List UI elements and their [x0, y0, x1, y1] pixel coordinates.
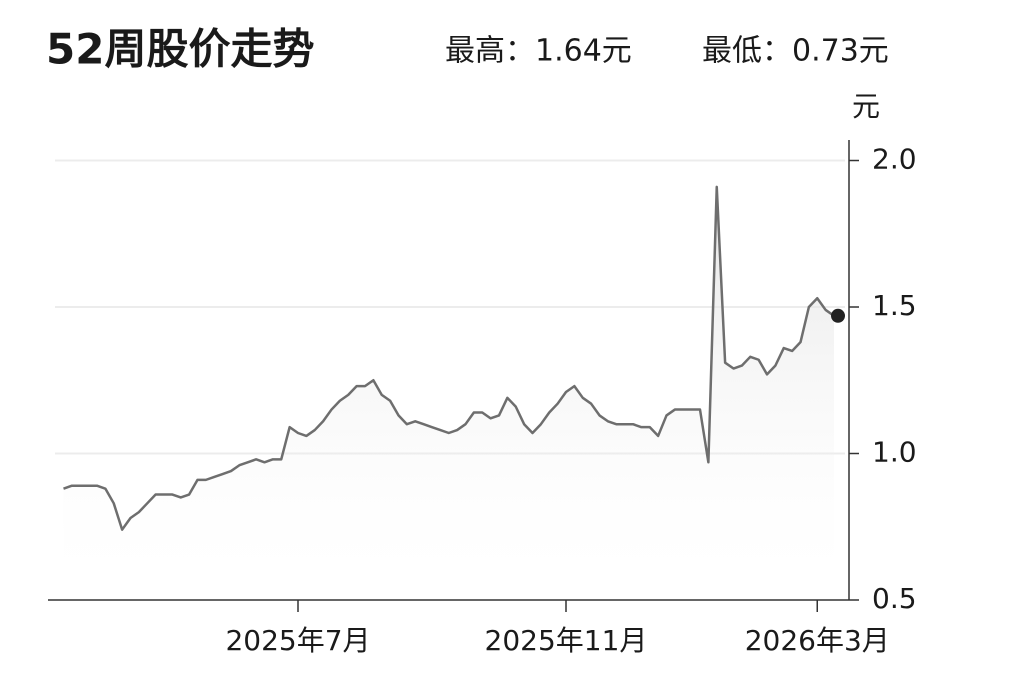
x-tick-label: 2026年3月 — [745, 624, 890, 657]
x-tick-label: 2025年7月 — [225, 624, 370, 657]
y-unit: 元 — [852, 90, 880, 123]
y-tick-label: 0.5 — [872, 582, 917, 615]
y-tick-label: 2.0 — [872, 143, 917, 176]
last-point — [831, 308, 845, 323]
subtitle-low: 最低：0.73元 — [702, 34, 889, 69]
line — [63, 185, 835, 531]
subtitle-high: 最高：1.64元 — [445, 34, 632, 69]
x-tick-label: 2025年11月 — [485, 624, 648, 657]
chart-title: 52周股价走势 — [46, 25, 314, 74]
y-tick-label: 1.0 — [872, 436, 917, 469]
y-tick-label: 1.5 — [872, 289, 917, 322]
area — [63, 186, 834, 601]
